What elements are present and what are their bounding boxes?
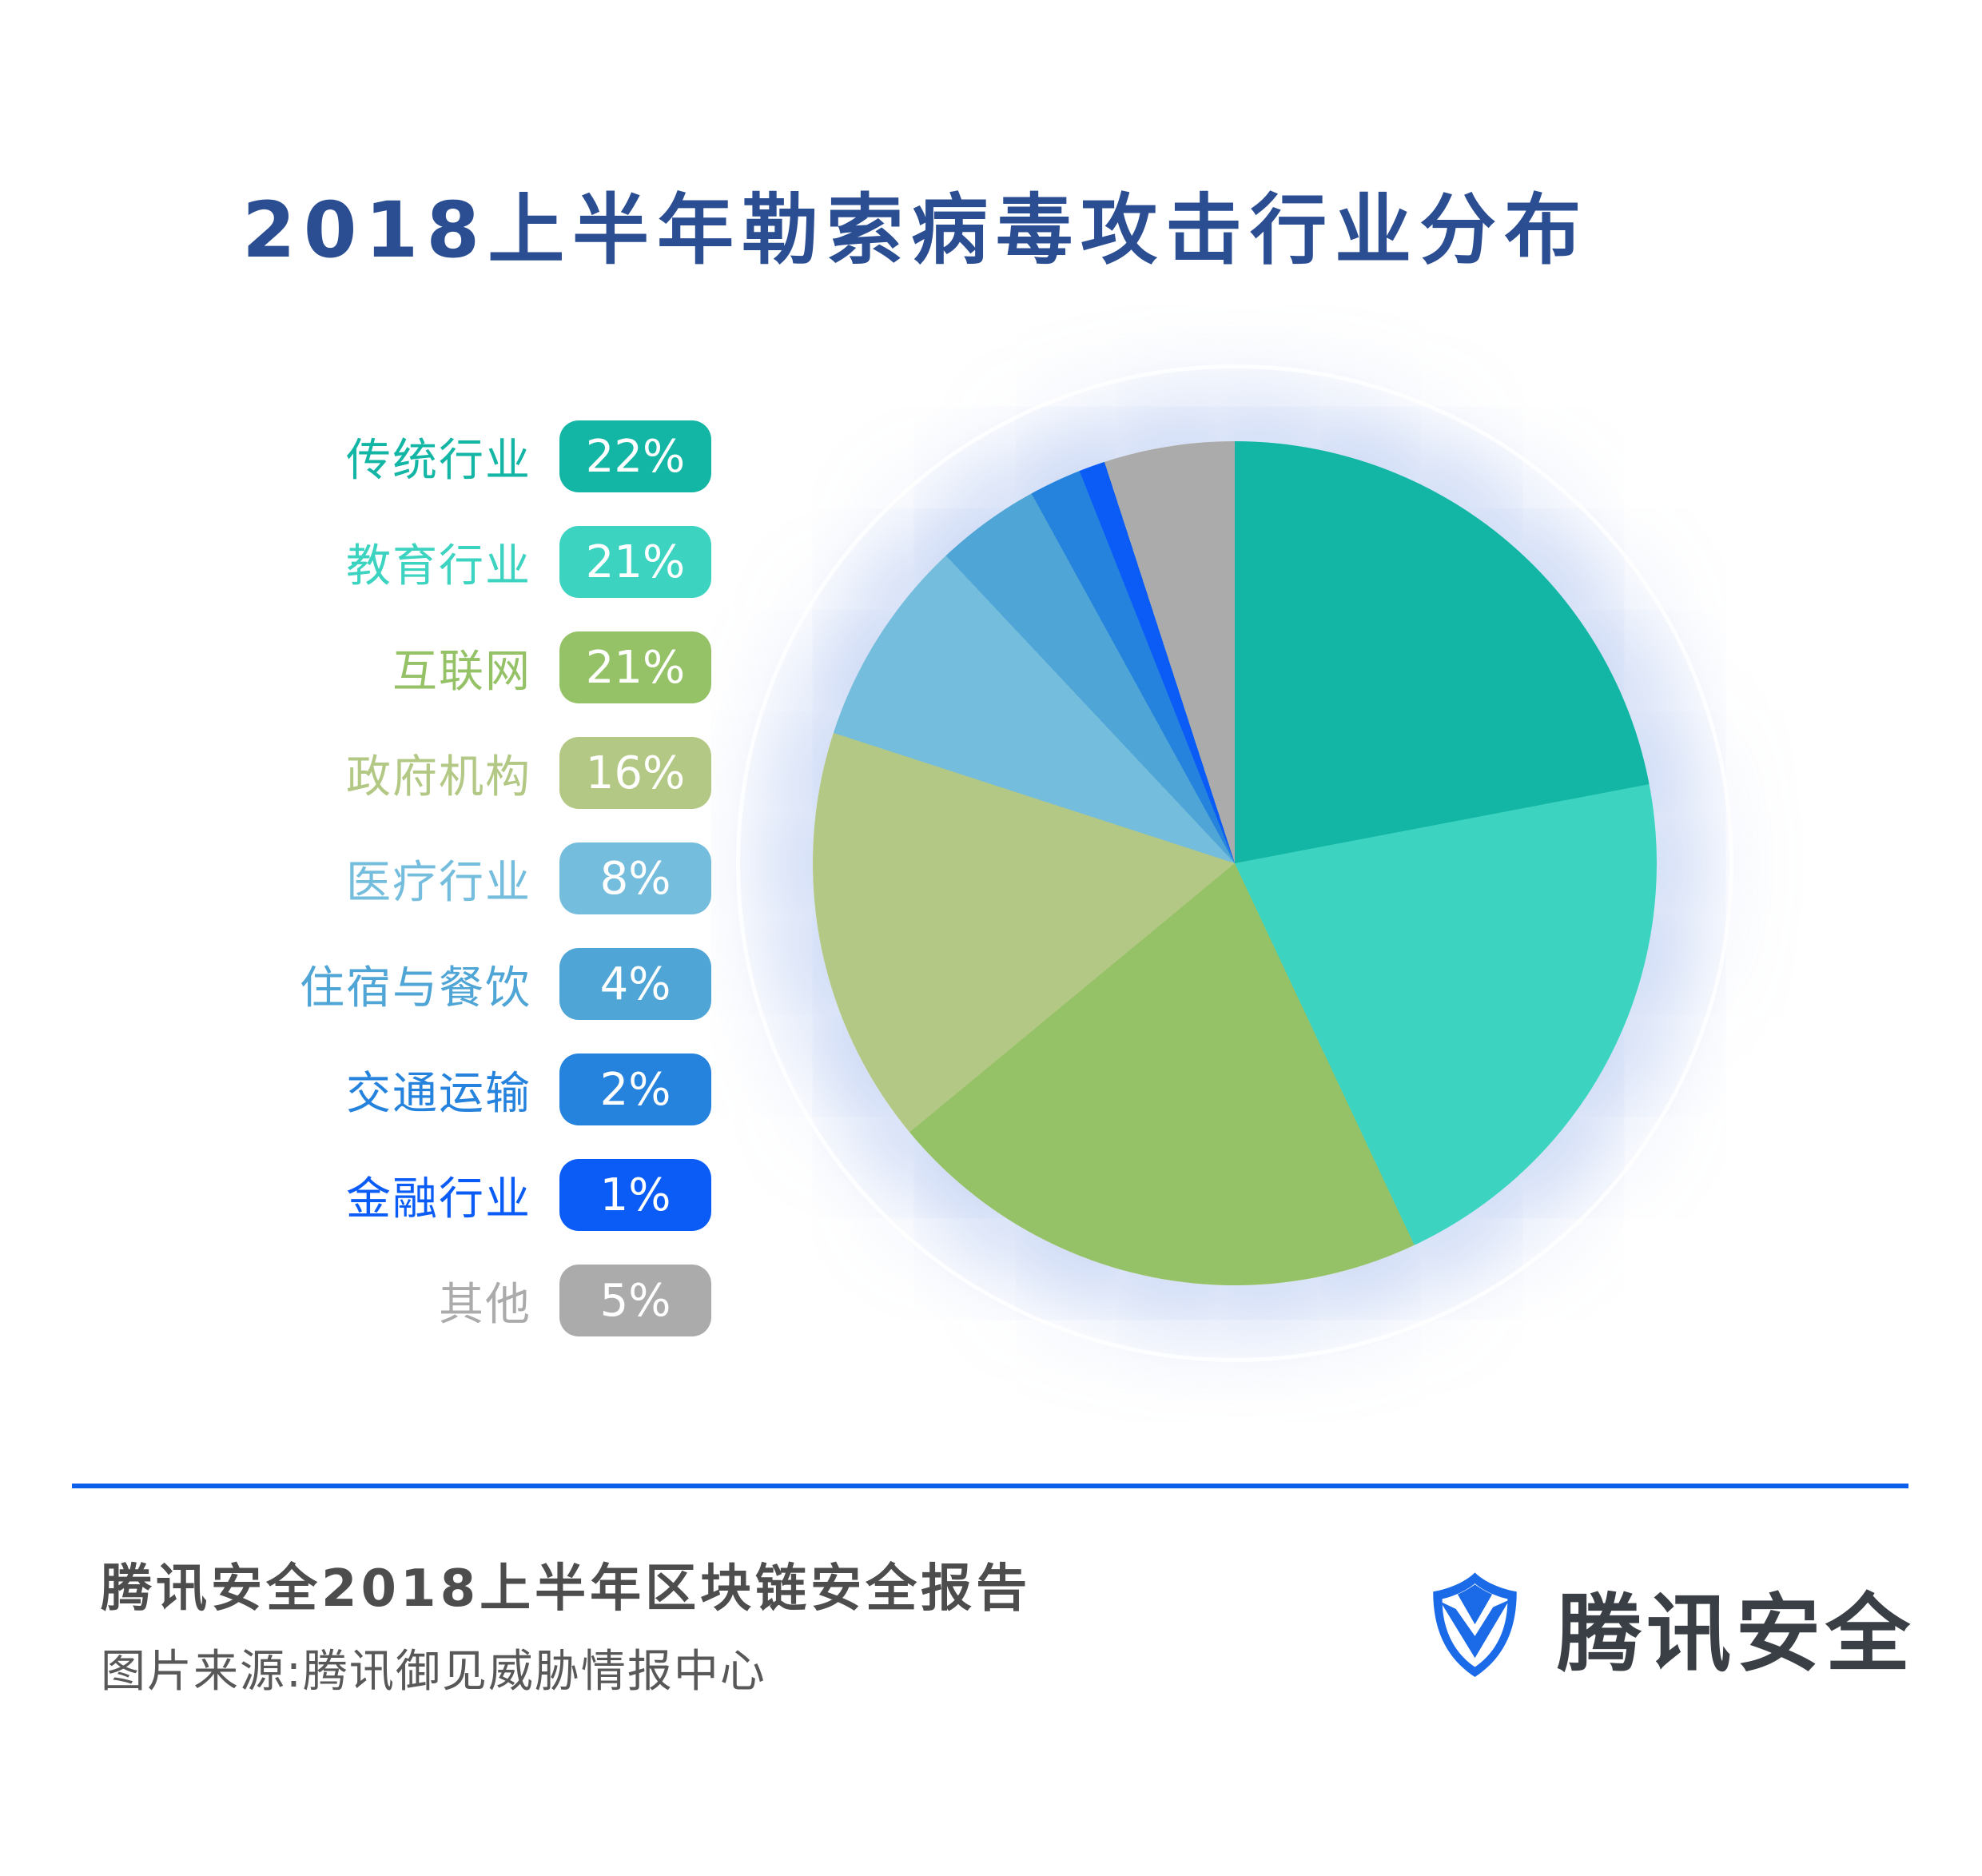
legend-value-badge: 21% <box>559 526 711 598</box>
report-title: 腾讯安全2018上半年区块链安全报告 <box>101 1559 1032 1619</box>
pie-chart <box>736 364 1733 1362</box>
brand-name: 腾讯安全 <box>1557 1585 1915 1683</box>
tencent-security-shield-icon <box>1433 1572 1517 1678</box>
legend-item: 金融行业 1% <box>209 1159 711 1231</box>
legend-label: 传统行业 <box>346 434 531 487</box>
brand-logo: 腾讯安全 <box>1429 1565 1915 1688</box>
legend-label: 交通运输 <box>346 1067 531 1120</box>
legend-value-badge: 4% <box>559 948 711 1020</box>
legend-value-badge: 5% <box>559 1265 711 1336</box>
legend-value-badge: 16% <box>559 737 711 809</box>
legend-label: 政府机构 <box>346 751 531 803</box>
legend-value-badge: 1% <box>559 1159 711 1231</box>
legend-item: 医疗行业 8% <box>209 842 711 914</box>
legend-label: 其他 <box>439 1278 531 1331</box>
legend-item: 交通运输 2% <box>209 1054 711 1125</box>
legend-item: 政府机构 16% <box>209 737 711 809</box>
legend-label: 金融行业 <box>346 1173 531 1225</box>
legend-item: 其他 5% <box>209 1265 711 1336</box>
footer-divider <box>72 1484 1908 1488</box>
image-source: 图片来源:腾讯御见威胁情报中心 <box>101 1646 766 1698</box>
legend-item: 教育行业 21% <box>209 526 711 598</box>
legend-value-badge: 8% <box>559 842 711 914</box>
legend-item: 传统行业 22% <box>209 420 711 492</box>
legend-value-badge: 2% <box>559 1054 711 1125</box>
legend-label: 住宿与餐饮 <box>300 962 531 1014</box>
legend-label: 教育行业 <box>346 540 531 592</box>
legend-value-badge: 21% <box>559 631 711 703</box>
legend-item: 住宿与餐饮 4% <box>209 948 711 1020</box>
legend-label: 医疗行业 <box>346 856 531 909</box>
pie <box>813 441 1657 1285</box>
legend-value-badge: 22% <box>559 420 711 492</box>
legend-label: 互联网 <box>392 645 531 698</box>
chart-title: 2018上半年勒索病毒攻击行业分布 <box>242 185 1590 276</box>
legend-item: 互联网 21% <box>209 631 711 703</box>
legend: 传统行业 22% 教育行业 21% 互联网 21% 政府机构 16% 医疗行业 8% 住宿与餐饮 4%… <box>209 420 711 1370</box>
